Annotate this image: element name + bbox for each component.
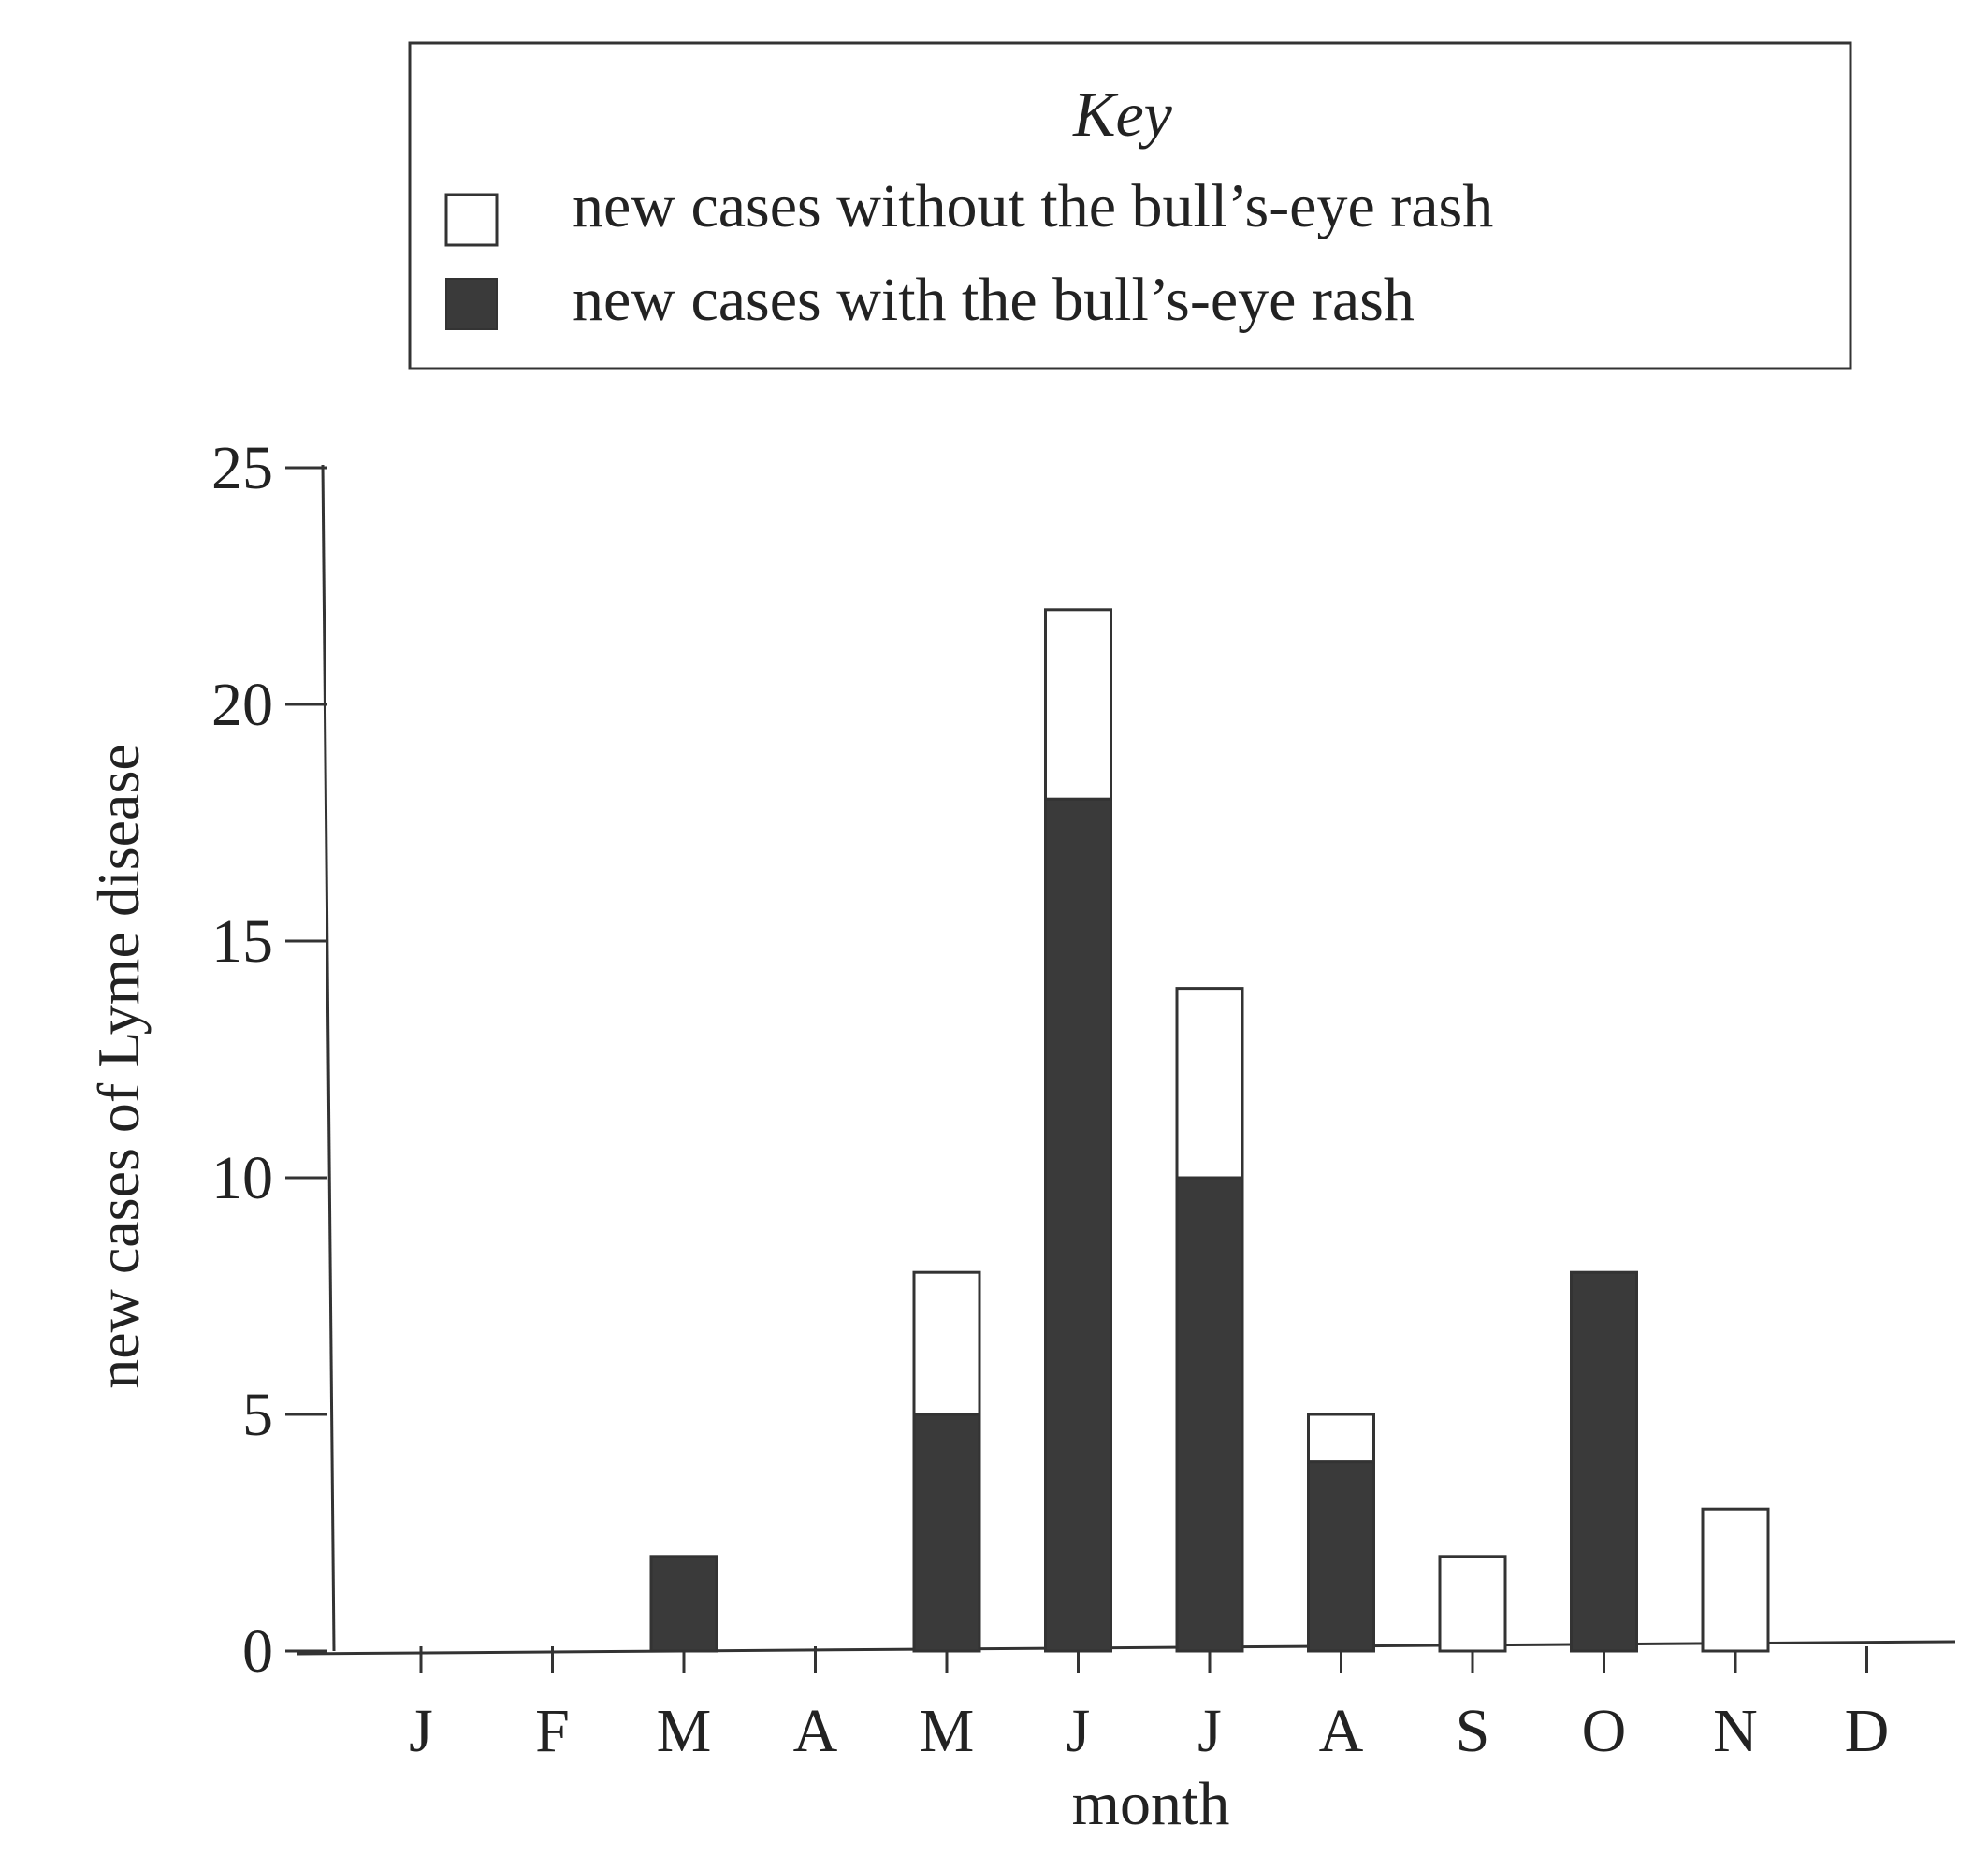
legend-box: [408, 41, 1852, 370]
bar-with-rash: [1175, 1176, 1244, 1653]
y-tick-label: 0: [242, 1617, 273, 1686]
y-axis-line: [321, 464, 336, 1652]
legend-label-with-rash: new cases with the bull’s-eye rash: [573, 266, 1415, 334]
x-tick-label: S: [1456, 1697, 1490, 1765]
bar-without-rash: [1307, 1413, 1375, 1464]
bar-with-rash: [912, 1413, 981, 1653]
bar-with-rash: [649, 1555, 718, 1653]
bar-with-rash: [1307, 1460, 1375, 1653]
y-tick-label: 5: [242, 1381, 273, 1449]
bars: [649, 608, 1770, 1653]
legend-swatch-with-rash: [445, 278, 498, 330]
bar-without-rash: [912, 1270, 981, 1416]
x-tick-label: N: [1713, 1697, 1758, 1765]
x-tick-label: J: [1197, 1697, 1222, 1765]
x-tick-label: J: [1067, 1697, 1091, 1765]
x-tick-label: M: [920, 1697, 975, 1765]
y-tick-label: 25: [211, 434, 273, 502]
legend: Key new cases without the bull’s-eye ras…: [408, 41, 1852, 370]
y-tick-label: 10: [211, 1144, 273, 1212]
x-tick-label: A: [1319, 1697, 1364, 1765]
x-tick-label: J: [409, 1697, 433, 1765]
y-axis-label: new cases of Lyme disease: [85, 744, 152, 1389]
x-tick-label: D: [1845, 1697, 1890, 1765]
bar-without-rash: [1438, 1555, 1507, 1653]
y-tick-label: 15: [211, 907, 273, 976]
x-tick-label: A: [793, 1697, 838, 1765]
bar-with-rash: [1570, 1270, 1638, 1653]
bar-without-rash: [1044, 608, 1112, 801]
x-tick-label: O: [1582, 1697, 1627, 1765]
y-axis-ticks: 0 5 10 15 20 25: [211, 434, 327, 1686]
legend-label-without-rash: new cases without the bull’s-eye rash: [573, 172, 1493, 240]
x-tick-label: M: [657, 1697, 712, 1765]
legend-title: Key: [1072, 79, 1173, 150]
x-axis-label: month: [1072, 1770, 1230, 1838]
bar-without-rash: [1701, 1507, 1770, 1653]
x-axis-line: [297, 1640, 1956, 1656]
y-tick-label: 20: [211, 671, 273, 739]
x-tick-label: F: [535, 1697, 570, 1765]
bar-without-rash: [1175, 987, 1244, 1180]
bar-with-rash: [1044, 797, 1112, 1653]
axes: [297, 464, 1956, 1656]
legend-swatch-without-rash: [444, 193, 499, 247]
